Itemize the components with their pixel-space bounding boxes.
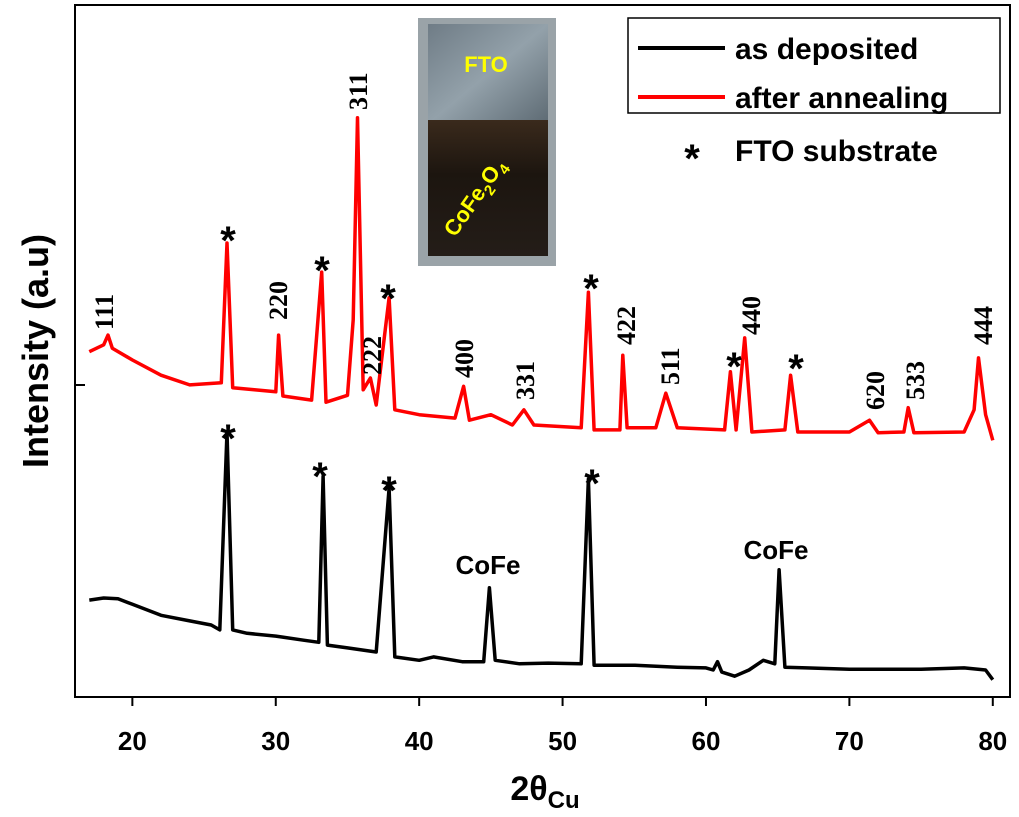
data-line xyxy=(89,430,995,681)
legend-label: as deposited xyxy=(735,33,918,66)
peak-label: 620 xyxy=(861,371,890,410)
peak-label: 440 xyxy=(737,296,766,335)
substrate-marker: * xyxy=(584,462,600,506)
peak-label: 222 xyxy=(358,336,387,375)
x-tick-label: 50 xyxy=(548,726,577,756)
legend-marker: * xyxy=(684,137,700,181)
peak-label: 311 xyxy=(344,72,373,110)
substrate-marker: * xyxy=(220,417,236,461)
peak-label: 111 xyxy=(90,294,119,330)
x-tick-label: 60 xyxy=(692,726,721,756)
substrate-marker: * xyxy=(380,277,396,321)
inset-glass xyxy=(428,24,548,124)
x-tick-label: 70 xyxy=(835,726,864,756)
peak-label: 220 xyxy=(264,281,293,320)
x-tick-label: 30 xyxy=(261,726,290,756)
x-tick-label: 80 xyxy=(978,726,1007,756)
y-axis-label: Intensity (a.u) xyxy=(15,234,56,468)
substrate-marker: * xyxy=(312,455,328,499)
substrate-marker: * xyxy=(583,267,599,311)
peak-label: 444 xyxy=(969,306,998,345)
legend-label: FTO substrate xyxy=(735,135,938,168)
inset-photo: FTO CoFe2O4 xyxy=(418,18,556,266)
peak-label: 331 xyxy=(511,361,540,400)
substrate-marker: * xyxy=(220,219,236,263)
data-line xyxy=(88,116,995,441)
inset-film xyxy=(428,120,548,256)
substrate-marker: * xyxy=(726,345,742,389)
peak-label: 533 xyxy=(901,361,930,400)
x-axis-label-sub: Cu xyxy=(548,787,580,814)
legend-label: after annealing xyxy=(735,82,948,115)
plot-frame xyxy=(74,4,1011,698)
peak-label: 422 xyxy=(612,306,641,345)
peak-label: 511 xyxy=(656,347,685,385)
peak-label: 400 xyxy=(450,339,479,378)
x-axis-label-main: 2θ xyxy=(510,770,547,808)
substrate-marker: * xyxy=(381,469,397,513)
phase-label: CoFe xyxy=(744,535,809,565)
x-tick-label: 20 xyxy=(118,726,147,756)
substrate-marker: * xyxy=(314,249,330,293)
x-tick-label: 40 xyxy=(405,726,434,756)
inset-label: FTO xyxy=(464,52,508,77)
substrate-marker: * xyxy=(788,347,804,391)
x-axis-label: 2θCu xyxy=(510,770,579,814)
phase-label: CoFe xyxy=(456,550,521,580)
